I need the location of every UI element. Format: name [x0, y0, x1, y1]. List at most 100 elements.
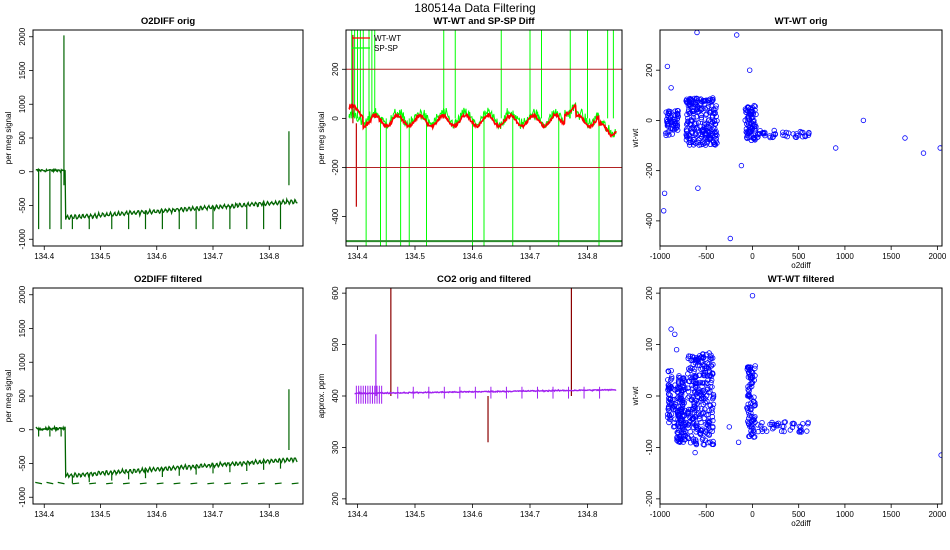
scatter-outlier [860, 117, 867, 124]
scatter-point [696, 137, 702, 143]
scatter-point [704, 431, 710, 437]
scatter-point [693, 424, 700, 430]
scatter-point [685, 388, 692, 395]
scatter-point [686, 136, 692, 142]
scatter-point [709, 377, 715, 383]
scatter-point [760, 131, 767, 137]
scatter-point [688, 117, 695, 123]
plot-frame [32, 29, 304, 247]
o2diff-low-segment [257, 482, 265, 485]
x-tick-label: 134.7 [520, 510, 541, 519]
scatter-point [702, 380, 708, 386]
scatter-outlier [661, 208, 667, 214]
y-axis-label: per meg signal [4, 112, 13, 165]
scatter-point [745, 369, 752, 375]
y-tick-label: 200 [331, 492, 340, 506]
scatter-point [748, 406, 754, 413]
scatter-point [802, 133, 808, 139]
scatter-point [698, 112, 704, 118]
o2diff-low-segment [291, 482, 299, 485]
scatter-point [669, 374, 675, 380]
scatter-point [699, 427, 705, 434]
y-tick-label: 500 [18, 389, 27, 403]
o2diff-low-segment [89, 482, 97, 485]
scatter-outlier [672, 331, 678, 337]
scatter-outlier [673, 347, 680, 353]
x-tick-label: 0 [750, 252, 755, 261]
scatter-point [749, 380, 756, 386]
scatter-point [703, 421, 709, 427]
x-tick-label: 134.8 [577, 252, 598, 261]
scatter-point [705, 377, 711, 383]
x-tick-label: 500 [792, 252, 806, 261]
scatter-point [691, 438, 697, 444]
scatter-point [686, 99, 693, 105]
y-tick-label: -200 [331, 159, 340, 176]
o2diff-low-segment [106, 482, 113, 485]
scatter-point [710, 401, 717, 408]
scatter-point [710, 95, 716, 101]
scatter-point [698, 96, 704, 102]
scatter-point [749, 418, 756, 424]
x-tick-label: 134.6 [147, 252, 168, 261]
scatter-point [710, 394, 717, 401]
scatter-outlier [695, 185, 701, 191]
scatter-point [666, 386, 672, 393]
scatter-point [698, 127, 705, 134]
scatter-point [707, 427, 713, 433]
o2diff-series-line [35, 167, 298, 221]
y-axis-label: approx. ppm [317, 373, 326, 418]
y-tick-label: -400 [331, 208, 340, 225]
chart-wtwt-spsp-diff: WT-WT and SP-SP Diff per meg signal 134.4 1… [317, 16, 623, 261]
scatter-point [702, 400, 708, 406]
figure-title: 180514a Data Filtering [414, 1, 536, 15]
scatter-point [787, 427, 793, 433]
scatter-point [668, 368, 674, 374]
scatter-point [706, 369, 713, 375]
scatter-point [703, 97, 709, 103]
scatter-point [697, 379, 703, 386]
scatter-point [745, 108, 751, 114]
scatter-point [687, 95, 693, 102]
scatter-point [747, 364, 754, 370]
scatter-point [705, 411, 711, 418]
scatter-point [683, 126, 690, 133]
x-tick-label: 134.4 [347, 510, 368, 519]
scatter-point [746, 129, 752, 135]
y-tick-label: -400 [645, 212, 654, 229]
x-tick-label: 134.8 [577, 510, 598, 519]
scatter-point [698, 366, 704, 372]
y-tick-label: 100 [645, 337, 654, 351]
scatter-point [746, 111, 752, 117]
x-tick-label: 0 [750, 510, 755, 519]
scatter-point [698, 116, 704, 122]
scatter-point [692, 130, 699, 137]
scatter-point [672, 121, 678, 127]
scatter-point [693, 140, 699, 147]
plot-area [346, 30, 622, 246]
y-tick-label: -200 [645, 162, 654, 179]
panel-title: O2DIFF orig [141, 16, 196, 27]
scatter-point [688, 98, 694, 104]
scatter-point [752, 434, 758, 440]
scatter-point [772, 131, 778, 137]
x-tick-label: 134.7 [203, 252, 224, 261]
scatter-point [797, 427, 803, 434]
scatter-outlier [937, 145, 942, 151]
o2diff-low-segment [46, 481, 54, 485]
scatter-point [669, 402, 675, 408]
x-tick-label: 134.4 [34, 510, 55, 519]
scatter-point [705, 418, 711, 424]
scatter-outlier [920, 150, 927, 156]
scatter-point [751, 117, 757, 124]
scatter-outlier [749, 293, 756, 299]
scatter-point [759, 428, 766, 435]
x-tick-label: 1500 [882, 252, 900, 261]
scatter-point [699, 105, 705, 112]
scatter-point [679, 418, 685, 424]
scatter-point [701, 363, 708, 369]
scatter-point [790, 420, 796, 426]
o2diff-low-segment [122, 482, 130, 485]
scatter-point [793, 131, 800, 137]
plot-area [664, 293, 942, 458]
